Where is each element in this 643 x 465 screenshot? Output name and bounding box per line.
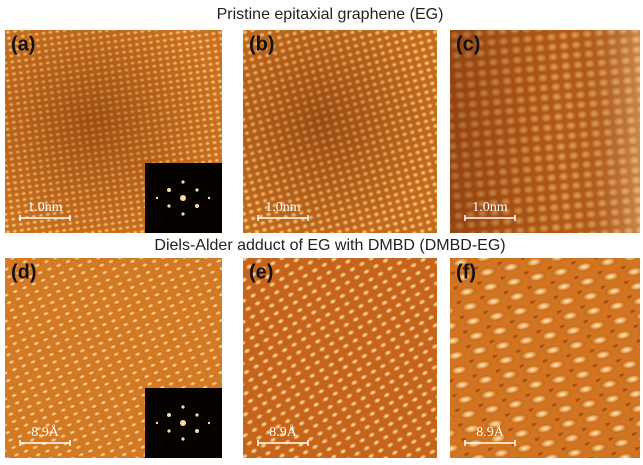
- fft-spot: [167, 204, 170, 207]
- stm-panel: (d) 8.9Å: [5, 258, 222, 458]
- scale-bar-label: 8.9Å: [269, 424, 298, 440]
- stm-panel: (b) 1.0nm: [243, 30, 437, 233]
- stm-panel: (f) 8.9Å: [450, 258, 640, 458]
- panel-label: (a): [11, 33, 35, 55]
- fft-spot: [181, 212, 184, 215]
- scale-bar-label: 1.0nm: [265, 200, 301, 215]
- panel-label: (e): [249, 261, 273, 283]
- figure: Pristine epitaxial graphene (EG) Diels-A…: [0, 0, 643, 460]
- fft-spot: [181, 437, 184, 440]
- fft-spot: [208, 422, 210, 424]
- fft-spot: [195, 204, 199, 208]
- fft-spot: [167, 413, 171, 417]
- stm-panel: (e) 8.9Å: [243, 258, 437, 458]
- scale-bar-label: 8.9Å: [31, 424, 60, 440]
- fft-spot: [195, 188, 198, 191]
- scale-bar-label: 8.9Å: [476, 424, 505, 440]
- scale-bar-label: 1.0nm: [27, 200, 63, 215]
- row-title: Pristine epitaxial graphene (EG): [217, 6, 444, 23]
- stm-panel: (a) 1.0nm: [5, 30, 222, 233]
- fft-spot: [195, 429, 199, 433]
- row-title: Diels-Alder adduct of EG with DMBD (DMBD…: [154, 237, 505, 254]
- panel-label: (d): [11, 261, 37, 283]
- fft-spot: [208, 197, 210, 199]
- stm-panel: (c) 1.0nm: [450, 30, 640, 233]
- fft-spot: [180, 420, 186, 426]
- panel-label: (f): [456, 261, 476, 283]
- fft-spot: [180, 195, 186, 201]
- fft-spot: [156, 197, 158, 199]
- scale-bar-label: 1.0nm: [472, 200, 508, 215]
- fft-spot: [181, 180, 184, 183]
- panel-label: (c): [456, 33, 480, 55]
- fft-spot: [195, 413, 198, 416]
- fft-spot: [167, 429, 170, 432]
- fft-spot: [167, 188, 171, 192]
- panel-label: (b): [249, 33, 275, 55]
- fft-spot: [181, 405, 184, 408]
- fft-spot: [156, 422, 158, 424]
